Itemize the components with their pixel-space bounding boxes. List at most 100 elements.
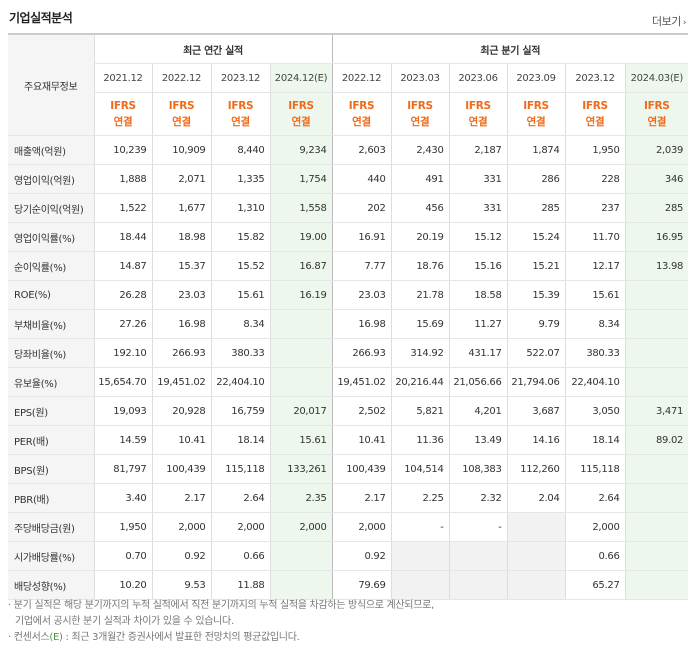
value-cell: 456 (390, 193, 450, 223)
value-cell: 19,451.02 (331, 367, 392, 397)
value-cell: 7.77 (331, 251, 392, 281)
value-cell: 9.79 (506, 309, 566, 339)
value-cell: 16.19 (269, 280, 333, 310)
row-label[interactable]: BPS(원) (8, 454, 94, 484)
value-cell: 10.20 (93, 570, 152, 600)
value-cell: 2.25 (390, 483, 450, 513)
value-cell: 18.14 (564, 425, 626, 455)
value-cell: 1,950 (564, 135, 626, 165)
value-cell: 11.70 (564, 222, 626, 252)
value-cell: 21,794.06 (506, 367, 566, 397)
value-cell: 15,654.70 (93, 367, 152, 397)
value-cell: 2,039 (624, 135, 689, 165)
row-label[interactable]: 유보율(%) (8, 367, 94, 397)
value-cell: 3,471 (624, 396, 689, 426)
value-cell: 15.12 (448, 222, 508, 252)
chevron-right-icon: › (682, 18, 687, 28)
row-label[interactable]: PBR(배) (8, 483, 94, 513)
value-cell (390, 570, 450, 600)
period-header: 2022.12 (151, 63, 211, 93)
row-label[interactable]: 매출액(억원) (8, 135, 94, 165)
ifrs-text: IFRS (582, 100, 608, 112)
row-label[interactable]: 순이익률(%) (8, 251, 94, 281)
consolidated-text: 연결 (352, 116, 371, 128)
value-cell: 2.64 (564, 483, 626, 513)
ifrs-label: IFRS 연결 (151, 92, 211, 136)
value-cell: 18.44 (93, 222, 152, 252)
table-row: PER(배) 14.59 10.41 18.14 15.61 10.41 11.36 13.4… (8, 425, 689, 455)
value-cell: 285 (624, 193, 689, 223)
value-cell (624, 483, 689, 513)
table-row: BPS(원) 81,797 100,439 115,118 133,261 100,439… (8, 454, 689, 484)
value-cell (269, 570, 333, 600)
value-cell (448, 570, 508, 600)
value-cell: 1,522 (93, 193, 152, 223)
value-cell: 18.58 (448, 280, 508, 310)
value-cell: 440 (331, 164, 392, 194)
period-header: 2022.12 (331, 63, 392, 93)
value-cell: 23.03 (151, 280, 211, 310)
value-cell: 104,514 (390, 454, 450, 484)
value-cell: 14.16 (506, 425, 566, 455)
consolidated-text: 연결 (585, 116, 605, 128)
value-cell: 108,383 (448, 454, 508, 484)
table-row: 주당배당금(원) 1,950 2,000 2,000 2,000 2,000- -2,000 (8, 512, 689, 542)
value-cell: 15.69 (390, 309, 450, 339)
table-row: 당좌비율(%) 192.10 266.93 380.33 266.93 314.92 431… (8, 338, 689, 368)
ifrs-text: IFRS (644, 100, 670, 112)
more-link[interactable]: 더보기 › (652, 13, 687, 29)
value-cell: 266.93 (151, 338, 211, 368)
period-header: 2023.03 (390, 63, 450, 93)
value-cell: 27.26 (93, 309, 152, 339)
value-cell: - (390, 512, 450, 542)
table-row: EPS(원) 19,093 20,928 16,759 20,017 2,502 5,821… (8, 396, 689, 426)
row-label[interactable]: 시가배당률(%) (8, 541, 94, 571)
value-cell: 15.24 (506, 222, 566, 252)
value-cell: 0.70 (93, 541, 152, 571)
value-cell: 8.34 (564, 309, 626, 339)
value-cell: 2,430 (390, 135, 450, 165)
row-label[interactable]: 영업이익률(%) (8, 222, 94, 252)
period-header: 2024.12(E) (269, 63, 333, 93)
row-label[interactable]: PER(배) (8, 425, 94, 455)
value-cell: 0.92 (151, 541, 211, 571)
value-cell: - (448, 512, 508, 542)
row-label[interactable]: 당좌비율(%) (8, 338, 94, 368)
row-label[interactable]: ROE(%) (8, 280, 94, 310)
table-row: 유보율(%) 15,654.70 19,451.02 22,404.10 19,451.… (8, 367, 689, 397)
table-row: 영업이익률(%) 18.44 18.98 15.82 19.00 16.91 20.19 15… (8, 222, 689, 252)
value-cell: 0.92 (331, 541, 392, 571)
value-cell: 18.14 (210, 425, 270, 455)
value-cell: 13.49 (448, 425, 508, 455)
value-cell: 100,439 (331, 454, 392, 484)
value-cell: 10.41 (331, 425, 392, 455)
value-cell: 1,335 (210, 164, 270, 194)
value-cell: 15.61 (210, 280, 270, 310)
row-label[interactable]: 배당성향(%) (8, 570, 94, 600)
row-label[interactable]: 영업이익(억원) (8, 164, 94, 194)
value-cell: 192.10 (93, 338, 152, 368)
ifrs-label: IFRS 연결 (331, 92, 392, 136)
value-cell: 21,056.66 (448, 367, 508, 397)
consolidated-text: 연결 (526, 116, 546, 128)
ifrs-label: IFRS 연결 (390, 92, 450, 136)
row-label[interactable]: 당기순이익(억원) (8, 193, 94, 223)
value-cell: 2,071 (151, 164, 211, 194)
value-cell: 0.66 (564, 541, 626, 571)
value-cell: 21.78 (390, 280, 450, 310)
row-label[interactable]: 부채비율(%) (8, 309, 94, 339)
row-label[interactable]: 주당배당금(원) (8, 512, 94, 542)
value-cell: 81,797 (93, 454, 152, 484)
period-header: 2023.09 (506, 63, 566, 93)
quarter-header: 최근 분기 실적 (331, 33, 689, 64)
row-label[interactable]: EPS(원) (8, 396, 94, 426)
value-cell: 18.76 (390, 251, 450, 281)
value-cell: 3.40 (93, 483, 152, 513)
ifrs-text: IFRS (407, 100, 433, 112)
value-cell: 19.00 (269, 222, 333, 252)
consolidated-text: 연결 (468, 116, 488, 128)
value-cell: 19,093 (93, 396, 152, 426)
footnotes: · 분기 실적은 해당 분기까지의 누적 실적에서 직전 분기까지의 누적 실적… (8, 598, 434, 646)
value-cell: 133,261 (269, 454, 333, 484)
